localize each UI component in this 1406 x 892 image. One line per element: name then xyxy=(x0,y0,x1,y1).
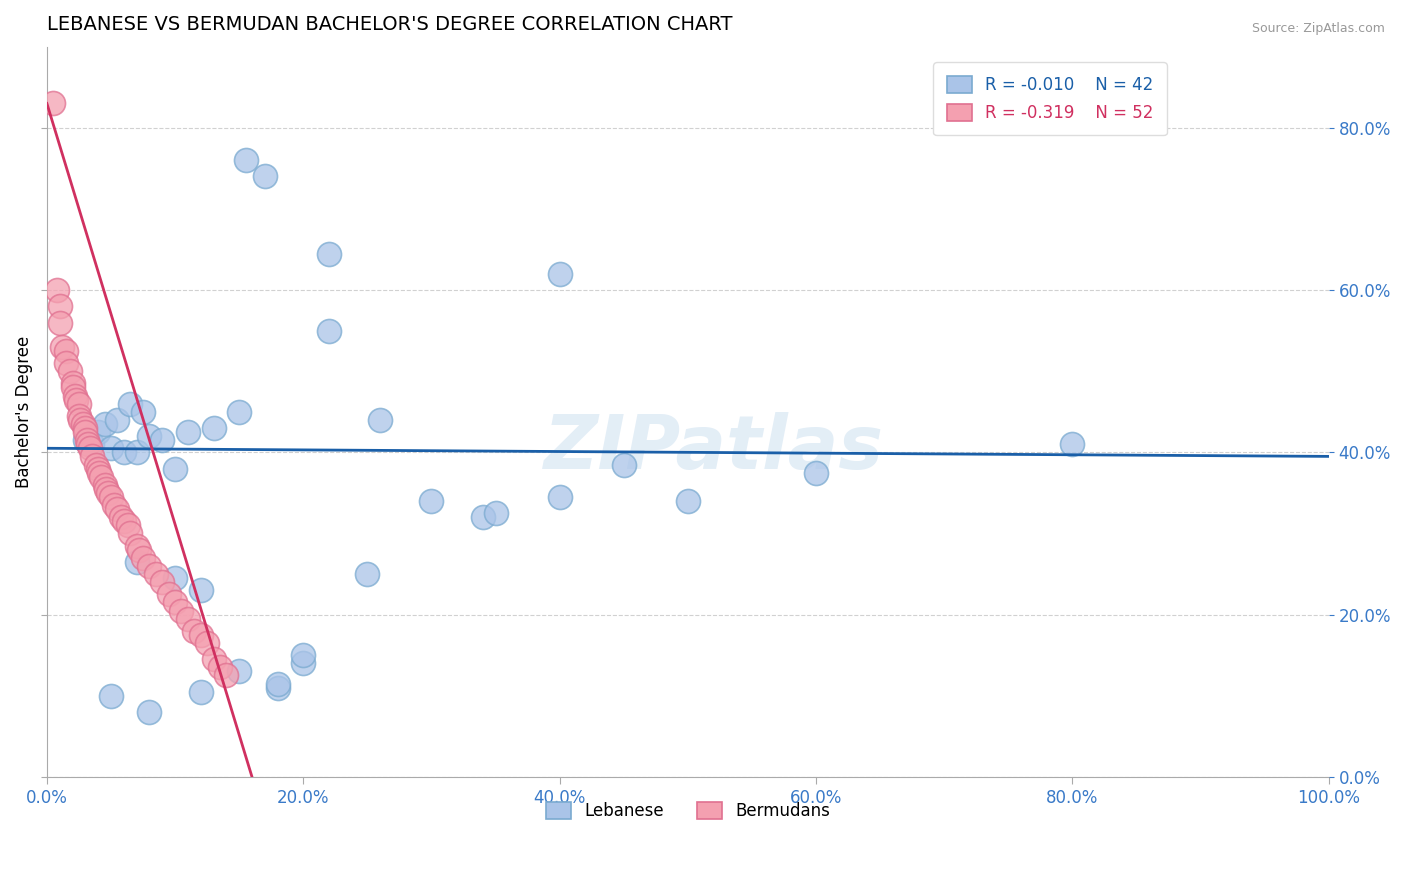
Point xyxy=(46,283,69,297)
Point xyxy=(208,660,231,674)
Point xyxy=(228,405,250,419)
Point xyxy=(93,417,115,431)
Point xyxy=(138,558,160,573)
Point xyxy=(62,380,84,394)
Point xyxy=(138,429,160,443)
Point xyxy=(77,437,100,451)
Point xyxy=(125,445,148,459)
Point xyxy=(69,413,91,427)
Point xyxy=(120,526,142,541)
Point xyxy=(93,477,115,491)
Point xyxy=(125,555,148,569)
Point xyxy=(145,567,167,582)
Point xyxy=(292,648,315,662)
Point xyxy=(125,539,148,553)
Point xyxy=(548,267,571,281)
Point xyxy=(100,490,122,504)
Point xyxy=(613,458,636,472)
Point xyxy=(676,494,699,508)
Point xyxy=(100,442,122,456)
Point xyxy=(157,587,180,601)
Point xyxy=(228,665,250,679)
Point xyxy=(150,575,173,590)
Y-axis label: Bachelor's Degree: Bachelor's Degree xyxy=(15,335,32,488)
Point xyxy=(67,397,90,411)
Point xyxy=(132,550,155,565)
Text: Source: ZipAtlas.com: Source: ZipAtlas.com xyxy=(1251,22,1385,36)
Point xyxy=(1062,437,1084,451)
Point xyxy=(235,153,257,168)
Point xyxy=(87,461,110,475)
Text: ZIPatlas: ZIPatlas xyxy=(544,412,883,484)
Point xyxy=(132,405,155,419)
Point xyxy=(48,299,70,313)
Point xyxy=(202,421,225,435)
Point xyxy=(62,376,84,391)
Point xyxy=(138,705,160,719)
Point xyxy=(55,343,77,358)
Point xyxy=(318,246,340,260)
Point xyxy=(117,518,139,533)
Point xyxy=(105,502,128,516)
Point xyxy=(75,425,97,439)
Point xyxy=(120,397,142,411)
Point xyxy=(87,425,110,439)
Point xyxy=(63,388,86,402)
Point xyxy=(190,583,212,598)
Point xyxy=(97,486,120,500)
Point xyxy=(202,652,225,666)
Point xyxy=(65,392,87,407)
Point xyxy=(51,340,73,354)
Point xyxy=(318,324,340,338)
Point xyxy=(266,676,288,690)
Point xyxy=(110,510,132,524)
Point xyxy=(215,668,238,682)
Point xyxy=(89,466,111,480)
Point xyxy=(253,169,276,184)
Point xyxy=(356,567,378,582)
Point xyxy=(190,684,212,698)
Point xyxy=(112,514,135,528)
Legend: Lebanese, Bermudans: Lebanese, Bermudans xyxy=(538,796,837,827)
Point xyxy=(165,461,187,475)
Point xyxy=(48,316,70,330)
Point xyxy=(112,445,135,459)
Point xyxy=(484,506,506,520)
Point xyxy=(94,482,117,496)
Point xyxy=(103,498,125,512)
Point xyxy=(804,466,827,480)
Point xyxy=(190,628,212,642)
Point xyxy=(59,364,82,378)
Point xyxy=(548,490,571,504)
Point xyxy=(165,571,187,585)
Point xyxy=(42,96,65,111)
Point xyxy=(183,624,205,638)
Point xyxy=(170,603,193,617)
Point xyxy=(75,433,97,447)
Point xyxy=(80,450,103,464)
Point xyxy=(165,595,187,609)
Point xyxy=(292,657,315,671)
Point xyxy=(90,469,112,483)
Point xyxy=(76,433,98,447)
Point xyxy=(75,421,97,435)
Point xyxy=(420,494,443,508)
Point xyxy=(67,409,90,423)
Point xyxy=(79,442,101,456)
Point xyxy=(368,413,391,427)
Point xyxy=(72,417,94,431)
Point xyxy=(177,612,200,626)
Point xyxy=(128,542,150,557)
Point xyxy=(84,458,107,472)
Point xyxy=(80,437,103,451)
Point xyxy=(150,433,173,447)
Point xyxy=(266,681,288,695)
Point xyxy=(195,636,218,650)
Point xyxy=(177,425,200,439)
Point xyxy=(55,356,77,370)
Text: LEBANESE VS BERMUDAN BACHELOR'S DEGREE CORRELATION CHART: LEBANESE VS BERMUDAN BACHELOR'S DEGREE C… xyxy=(46,15,733,34)
Point xyxy=(105,413,128,427)
Point xyxy=(100,689,122,703)
Point xyxy=(471,510,494,524)
